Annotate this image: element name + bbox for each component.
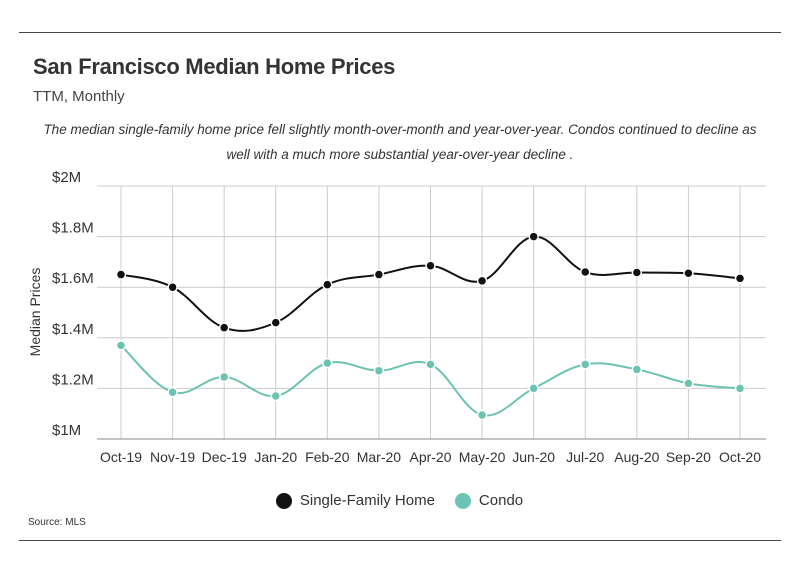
x-tick-label: Jan-20: [254, 449, 297, 465]
x-tick-label: Apr-20: [409, 449, 451, 465]
chart-description: The median single-family home price fell…: [43, 122, 757, 162]
data-point-condo: [373, 365, 385, 376]
legend-swatch-condo: [454, 492, 471, 509]
data-point-sfh: [476, 275, 488, 287]
legend-item-condo: Condo: [454, 492, 524, 509]
data-point-sfh: [683, 268, 694, 279]
top-rule: [19, 32, 781, 33]
data-point-sfh: [167, 281, 178, 293]
x-tick-label: Jul-20: [566, 449, 604, 465]
y-tick-label: $1M: [52, 422, 81, 439]
data-point-sfh: [425, 260, 436, 271]
x-tick-label: Aug-20: [614, 449, 659, 465]
x-tick-label: Feb-20: [305, 449, 350, 465]
data-point-condo: [425, 359, 436, 370]
legend-label-sfh: Single-Family Home: [299, 492, 435, 509]
y-axis-label: Median Prices: [27, 268, 43, 357]
data-point-sfh: [580, 266, 591, 278]
y-tick-label: $1.8M: [52, 220, 94, 237]
y-tick-label: $1.6M: [52, 270, 94, 287]
data-point-sfh: [734, 273, 746, 284]
data-point-condo: [528, 383, 539, 394]
data-point-condo: [631, 364, 643, 375]
y-tick-label: $2M: [52, 169, 81, 186]
data-point-condo: [580, 359, 591, 370]
legend-label-condo: Condo: [478, 492, 524, 509]
x-tick-label: Jun-20: [512, 449, 555, 465]
data-point-sfh: [631, 267, 643, 278]
data-point-condo: [322, 357, 333, 369]
data-point-sfh: [528, 231, 539, 242]
data-point-sfh: [115, 269, 127, 280]
x-tick-label: Nov-19: [150, 449, 195, 465]
data-point-condo: [218, 371, 230, 383]
source-note: Source: MLS: [28, 517, 86, 528]
grid-lines: [97, 185, 766, 440]
y-tick-labels: $1M $1.2M $1.4M $1.6M $1.8M $2M: [52, 169, 94, 439]
legend-item-sfh: Single-Family Home: [275, 492, 435, 509]
data-point-condo: [115, 340, 127, 351]
bottom-rule: [19, 540, 781, 541]
x-tick-label: Mar-20: [357, 449, 402, 465]
data-point-condo: [476, 409, 488, 421]
data-point-condo: [734, 383, 746, 394]
legend-swatch-sfh: [275, 492, 292, 509]
data-point-sfh: [270, 317, 281, 328]
x-tick-label: Sep-20: [666, 449, 711, 465]
data-point-condo: [683, 378, 694, 389]
data-point-sfh: [218, 322, 230, 333]
data-point-condo: [270, 390, 281, 402]
x-tick-labels: Oct-19 Nov-19 Dec-19 Jan-20 Feb-20 Mar-20 Apr-…: [100, 449, 761, 465]
legend: Single-Family Home Condo: [0, 492, 799, 509]
data-point-sfh: [322, 279, 333, 290]
data-point-sfh: [373, 269, 385, 280]
series-points: [115, 231, 746, 421]
chart-title: San Francisco Median Home Prices: [33, 54, 396, 79]
x-tick-label: Oct-19: [100, 449, 142, 465]
line-chart: $1M $1.2M $1.4M $1.6M $1.8M $2M Oct-19 Nov-19 D…: [27, 169, 766, 465]
data-point-condo: [167, 386, 178, 398]
y-tick-label: $1.4M: [52, 321, 94, 338]
x-tick-label: Dec-19: [202, 449, 247, 465]
x-tick-label: Oct-20: [719, 449, 761, 465]
x-tick-label: May-20: [459, 449, 506, 465]
chart-subtitle: TTM, Monthly: [33, 88, 125, 105]
y-tick-label: $1.2M: [52, 371, 94, 388]
